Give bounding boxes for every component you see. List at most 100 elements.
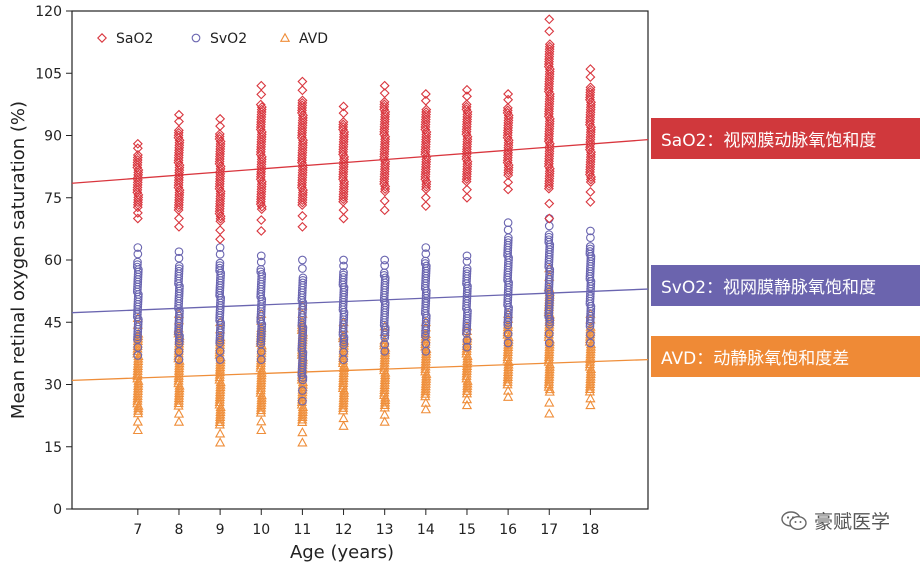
data-point-sao2 — [132, 138, 143, 149]
y-tick-label: 60 — [44, 253, 62, 269]
data-point-sao2 — [585, 72, 596, 83]
data-point-avd — [544, 361, 555, 371]
data-point-avd — [585, 351, 596, 361]
data-point-avd — [133, 378, 144, 388]
data-point-avd — [132, 358, 144, 368]
data-point-sao2 — [461, 184, 472, 195]
data-point-svo2 — [586, 338, 595, 348]
legend-marker-svo2 — [191, 33, 201, 43]
data-point-avd — [462, 333, 473, 343]
data-point-avd — [338, 372, 349, 382]
data-point-avd — [132, 398, 143, 408]
data-point-avd — [338, 362, 350, 373]
data-point-sao2 — [256, 89, 267, 100]
data-point-sao2 — [173, 213, 184, 224]
data-point-avd — [544, 371, 555, 381]
y-tick-label: 15 — [44, 440, 62, 456]
data-point-avd — [256, 367, 267, 377]
series-sao2 — [132, 14, 596, 245]
data-point-avd — [297, 386, 308, 397]
data-point-avd — [461, 348, 472, 358]
data-point-svo2 — [256, 264, 266, 274]
data-point-avd — [502, 326, 513, 337]
data-point-avd — [420, 366, 431, 376]
data-point-avd — [543, 381, 554, 391]
data-point-sao2 — [503, 94, 514, 105]
data-point-svo2 — [338, 273, 348, 282]
data-point-avd — [255, 382, 267, 392]
data-point-avd — [502, 366, 514, 376]
data-point-avd — [585, 368, 596, 379]
y-tick-label: 0 — [53, 502, 62, 518]
x-axis: 7 8 9 10 11 12 13 14 15 16 17 18 — [133, 509, 599, 538]
data-point-svo2 — [462, 269, 472, 279]
data-point-avd — [338, 367, 349, 377]
data-point-avd — [503, 364, 514, 374]
data-point-avd — [214, 364, 226, 374]
x-tick-label: 9 — [216, 522, 225, 538]
annotation-avd: AVD：动静脉氧饱和度差 — [651, 336, 920, 377]
data-point-avd — [174, 360, 185, 370]
data-point-avd — [338, 387, 350, 397]
data-point-avd — [585, 366, 596, 376]
data-point-avd — [256, 375, 267, 385]
data-point-sao2 — [132, 213, 143, 224]
data-point-avd — [337, 405, 349, 415]
data-point-avd — [132, 370, 143, 380]
data-point-svo2 — [379, 271, 389, 280]
data-point-avd — [420, 351, 432, 361]
data-point-avd — [132, 363, 143, 373]
data-point-sao2 — [297, 85, 308, 96]
data-point-sao2 — [297, 76, 308, 87]
data-point-sao2 — [421, 104, 432, 115]
data-point-avd — [461, 388, 473, 398]
data-point-avd — [502, 369, 514, 379]
y-axis: 0 15 30 45 60 75 90 105 120 — [35, 4, 72, 518]
x-tick-label: 15 — [458, 522, 476, 538]
data-point-avd — [379, 387, 390, 397]
data-point-avd — [379, 352, 390, 362]
legend-label-avd: AVD — [299, 31, 328, 47]
data-point-avd — [380, 369, 391, 380]
data-point-avd — [214, 391, 226, 402]
data-point-avd — [584, 361, 595, 371]
data-point-avd — [338, 347, 349, 358]
data-point-avd — [379, 337, 390, 347]
data-point-svo2 — [585, 242, 595, 251]
data-point-svo2 — [586, 226, 595, 236]
data-point-svo2 — [544, 235, 554, 245]
data-point-svo2 — [504, 233, 513, 243]
data-point-avd — [256, 392, 267, 402]
data-point-avd — [132, 424, 143, 435]
legend-marker-avd — [279, 32, 291, 42]
data-point-avd — [461, 343, 472, 353]
data-point-svo2 — [380, 255, 390, 265]
data-point-avd — [543, 378, 555, 389]
data-point-svo2 — [215, 355, 225, 364]
data-point-avd — [502, 354, 513, 364]
data-point-svo2 — [462, 251, 472, 261]
x-tick-label: 10 — [252, 522, 270, 538]
data-point-avd — [462, 353, 473, 363]
legend: SaO2 SvO2 AVD — [97, 31, 328, 47]
data-point-svo2 — [298, 396, 307, 406]
data-point-avd — [338, 345, 349, 355]
data-point-avd — [132, 408, 144, 418]
x-tick-label: 16 — [499, 522, 517, 538]
data-point-svo2 — [215, 263, 225, 273]
data-point-avd — [338, 390, 349, 400]
data-point-avd — [255, 360, 266, 370]
data-point-svo2 — [503, 235, 513, 245]
data-point-avd — [256, 402, 267, 412]
data-point-svo2 — [585, 244, 595, 254]
data-point-avd — [215, 409, 226, 419]
data-point-sao2 — [544, 39, 555, 50]
x-axis-label: Age (years) — [290, 542, 394, 563]
data-point-avd — [133, 403, 144, 413]
data-point-avd — [215, 379, 226, 389]
data-point-avd — [420, 404, 431, 414]
data-point-avd — [461, 340, 472, 351]
data-point-avd — [584, 358, 596, 369]
data-point-sao2 — [379, 195, 390, 206]
data-point-avd — [585, 378, 596, 388]
